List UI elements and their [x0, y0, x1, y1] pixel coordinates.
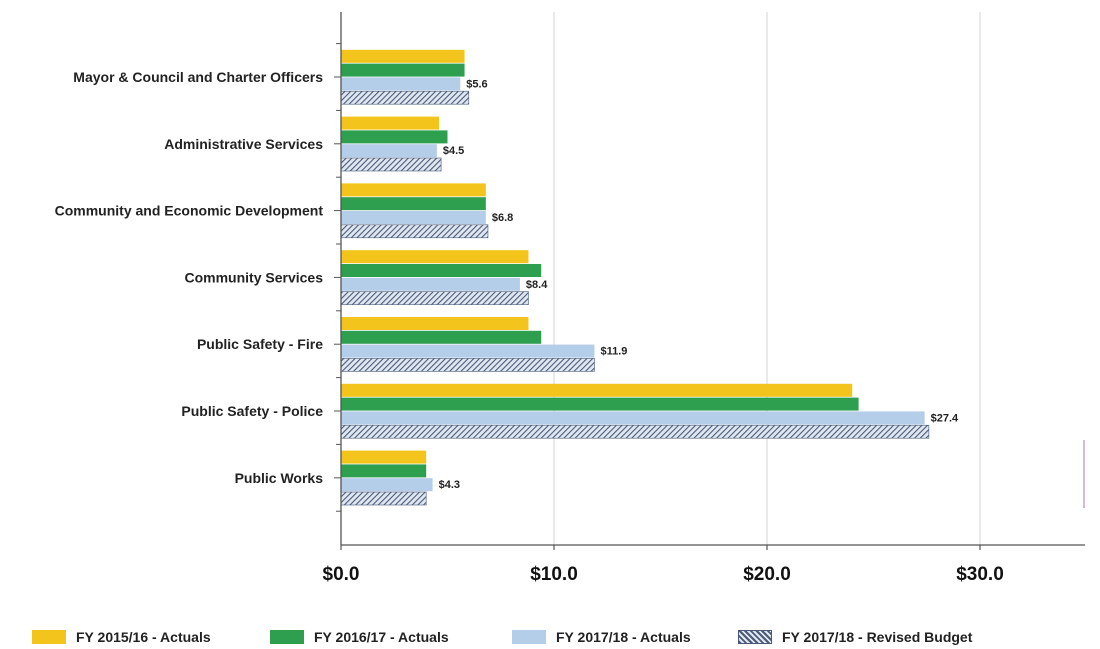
bar	[341, 383, 853, 397]
legend-swatch	[512, 630, 546, 644]
bar	[341, 49, 465, 63]
bar	[341, 144, 437, 158]
bar	[341, 250, 529, 264]
data-label: $6.8	[492, 212, 513, 224]
legend-label: FY 2015/16 - Actuals	[76, 629, 211, 645]
category-label: Public Works	[235, 470, 324, 486]
legend-label: FY 2017/18 - Revised Budget	[782, 629, 973, 645]
category-label: Administrative Services	[164, 136, 323, 152]
data-label: $11.9	[600, 346, 627, 358]
bar	[341, 478, 433, 492]
legend-swatch	[32, 630, 66, 644]
x-tick-label: $10.0	[530, 564, 578, 585]
bar	[341, 344, 595, 358]
data-label: $4.3	[439, 479, 460, 491]
category-label: Community Services	[185, 269, 324, 285]
bar	[341, 77, 461, 91]
gridlines	[553, 12, 981, 545]
category-label: Community and Economic Development	[55, 203, 324, 219]
bar	[340, 291, 529, 305]
bar	[341, 330, 542, 344]
bar	[341, 397, 859, 411]
bar	[341, 411, 925, 425]
category-label: Public Safety - Fire	[197, 336, 323, 352]
bar	[341, 211, 486, 224]
bar-chart: $0.0 $10.0 $20.0 $30.0 Mayor & Council and C…	[55, 12, 1085, 585]
category-label: Mayor & Council and Charter Officers	[73, 69, 323, 85]
bar	[340, 224, 489, 239]
bar	[341, 450, 427, 464]
bars	[340, 49, 930, 506]
bar	[341, 197, 486, 211]
legend-swatch	[270, 630, 304, 644]
category-label: Public Safety - Police	[181, 403, 323, 419]
data-label: $8.4	[526, 279, 548, 291]
bar	[341, 183, 486, 197]
bar	[341, 277, 520, 291]
bar	[341, 63, 465, 77]
legend-item-fy2016-actuals: FY 2016/17 - Actuals	[270, 626, 449, 648]
legend-label: FY 2017/18 - Actuals	[556, 629, 691, 645]
bar	[340, 90, 470, 105]
bar	[340, 358, 595, 372]
bar	[340, 157, 442, 172]
bar	[341, 116, 439, 130]
legend-label: FY 2016/17 - Actuals	[314, 629, 449, 645]
bar	[340, 491, 427, 506]
legend-item-fy2017-revised-budget: FY 2017/18 - Revised Budget	[738, 626, 972, 648]
bar	[341, 317, 529, 330]
bar	[341, 264, 542, 277]
x-tick-label: $30.0	[956, 564, 1004, 585]
x-tick-label: $20.0	[743, 564, 791, 585]
legend: FY 2015/16 - Actuals FY 2016/17 - Actual…	[32, 626, 1092, 648]
data-label: $27.4	[931, 412, 959, 424]
data-label: $5.6	[466, 78, 487, 90]
axes	[340, 12, 1085, 546]
bar	[340, 424, 930, 439]
bar	[341, 130, 448, 144]
labels: $0.0 $10.0 $20.0 $30.0 Mayor & Council and C…	[55, 43, 1004, 585]
legend-item-fy2017-actuals: FY 2017/18 - Actuals	[512, 626, 691, 648]
data-label: $4.5	[443, 145, 464, 157]
bar	[341, 464, 427, 478]
legend-swatch	[738, 630, 772, 644]
x-tick-label: $0.0	[323, 564, 360, 585]
legend-item-fy2015-actuals: FY 2015/16 - Actuals	[32, 626, 211, 648]
